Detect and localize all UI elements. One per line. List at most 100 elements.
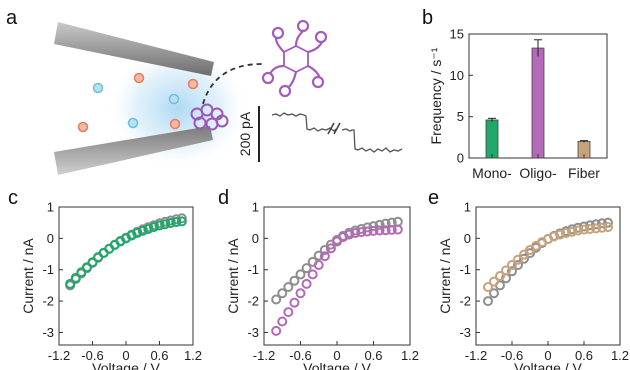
data-point [313,260,324,271]
data-point [507,266,517,277]
data-point [165,217,176,228]
data-point [483,296,493,307]
panel-c-iv-curve: c -3 -2 -1 0 1 -1.2 -0.6 0 0.6 1.2 Voltage / V Curr… [8,187,202,370]
data-point [561,228,571,239]
data-point [271,294,282,305]
y-axis-label: Frequency / s⁻¹ [428,47,444,144]
dashed-arrow [202,63,263,105]
data-point [579,224,589,235]
y-tick-label: -2 [459,294,471,309]
data-point [301,263,312,274]
x-tick-label: 1.2 [401,348,419,363]
data-point [603,217,613,228]
data-point [148,222,159,233]
data-point [319,244,330,255]
x-tick-label: 0 [333,348,340,363]
data-point [513,260,523,271]
data-point [76,267,87,278]
data-point [143,223,154,234]
data-point [325,243,336,254]
data-point [489,276,499,287]
x-tick-label: 0.6 [575,348,593,363]
data-point [154,220,165,231]
x-tick-label: 1.2 [611,348,629,363]
cation-icon [92,82,104,94]
y-tick-label: 1 [464,200,471,215]
y-tick-label: 0 [252,231,259,246]
data-point [549,231,559,242]
panel-label-b: b [422,7,433,29]
panel-label-e: e [428,187,439,209]
data-point [483,281,493,292]
x-tick-label: 0.6 [150,348,168,363]
data-point [344,229,355,240]
data-point [313,250,324,261]
y-tick-label: 1 [47,200,54,215]
y-tick-label: -2 [42,294,54,309]
x-axis-label: Voltage / V [303,360,371,370]
data-point [132,228,143,239]
data-point [495,271,505,281]
data-point [567,226,577,237]
scale-bar-label: 200 pA [237,111,253,156]
data-point [374,225,385,236]
data-point [603,222,613,233]
data-point [171,217,182,228]
data-point [380,225,391,236]
data-point [525,248,535,259]
anion-icon [187,78,199,90]
data-point [81,262,92,273]
y-tick-label: -1 [459,262,471,277]
data-point [87,257,98,268]
iv-chart-c: -3 -2 -1 0 1 -1.2 -0.6 0 0.6 1.2 Voltage / V Curren… [20,200,202,370]
panel-label-c: c [8,187,18,209]
cation-icon [168,93,180,105]
y-tick-label: -3 [459,325,471,340]
anion-icon [133,72,145,84]
bar [531,47,545,159]
data-point [519,249,529,260]
anion-icon [77,121,89,133]
cation-icon [127,117,139,129]
trace-segment-2 [341,128,403,153]
data-point [386,224,397,235]
iv-chart-e: -3 -2 -1 0 1 -1.2 -0.6 0 0.6 1.2 Voltage / V Curren… [437,200,629,370]
category-label: Fiber [568,165,600,181]
data-point [573,225,583,236]
y-tick-label: 0 [457,151,464,166]
y-tick-label: -3 [247,325,259,340]
x-tick-label: -1.2 [465,348,487,363]
y-tick-label: 10 [450,68,464,83]
data-point [126,230,137,241]
category-label: Oligo- [519,165,557,181]
x-tick-label: -0.6 [289,348,311,363]
x-tick-label: -0.6 [501,348,523,363]
data-point [176,216,187,227]
y-tick-label: 1 [252,200,259,215]
data-point [489,288,499,299]
y-tick-label: 15 [450,27,464,42]
iv-chart-d: -3 -2 -1 0 1 -1.2 -0.6 0 0.6 1.2 Voltage / V Curren… [225,200,419,370]
data-point [271,325,282,336]
data-point [283,281,294,292]
data-point [374,219,385,230]
data-point [283,307,294,318]
data-point [295,269,306,280]
data-point [591,223,601,234]
data-point [350,228,361,239]
y-tick-label: -2 [247,294,259,309]
data-point [289,297,300,308]
oligomer-structure-icon [261,19,328,98]
data-point [392,224,403,235]
oligomer-at-pore-icon [190,103,229,131]
data-point [519,253,529,264]
x-axis-label: Voltage / V [92,360,160,370]
trace-segment-1 [271,112,337,132]
y-tick-label: 0 [47,231,54,246]
x-tick-label: -1.2 [48,348,70,363]
data-point [362,226,373,237]
y-axis-label: Current / nA [20,238,36,314]
y-tick-label: 5 [457,109,464,124]
data-point [501,265,511,276]
